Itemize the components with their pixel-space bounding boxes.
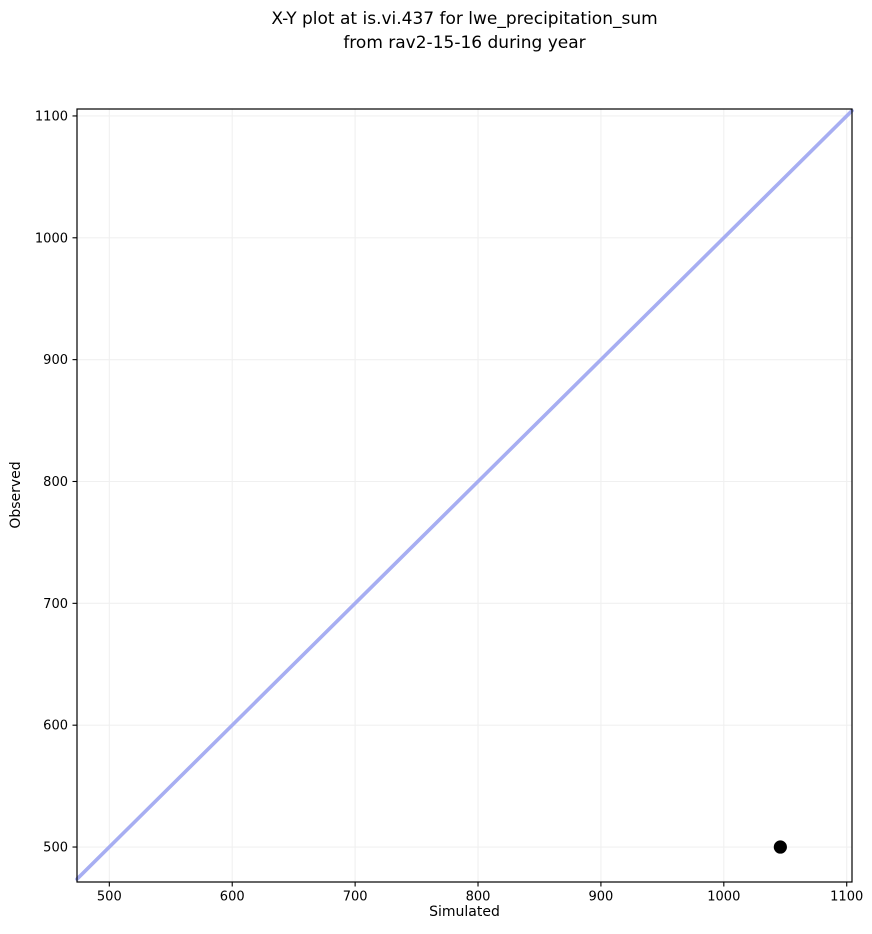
x-tick-label: 900	[589, 890, 614, 905]
x-tick-label: 500	[97, 890, 122, 905]
y-tick-label: 1000	[35, 231, 68, 246]
x-tick-label: 1000	[707, 890, 740, 905]
x-tick-label: 600	[220, 890, 245, 905]
chart-title: X-Y plot at is.vi.437 for lwe_precipitat…	[77, 7, 852, 55]
chart-title-line1: X-Y plot at is.vi.437 for lwe_precipitat…	[271, 9, 658, 29]
y-tick-label: 600	[43, 719, 68, 734]
plot-border	[76, 108, 853, 883]
identity-line	[75, 108, 854, 881]
chart-title-line2: from rav2-15-16 during year	[343, 33, 586, 53]
x-tick-label: 800	[466, 890, 491, 905]
y-tick-label: 800	[43, 475, 68, 490]
y-tick-label: 1100	[35, 109, 68, 124]
y-tick-label: 500	[43, 841, 68, 856]
x-tick-label: 700	[343, 890, 368, 905]
y-tick-label: 900	[43, 353, 68, 368]
y-tick-label: 700	[43, 597, 68, 612]
x-tick-label: 1100	[830, 890, 863, 905]
y-axis-label: Observed	[8, 461, 24, 529]
x-axis-label: Simulated	[429, 904, 500, 920]
data-point	[773, 840, 787, 854]
